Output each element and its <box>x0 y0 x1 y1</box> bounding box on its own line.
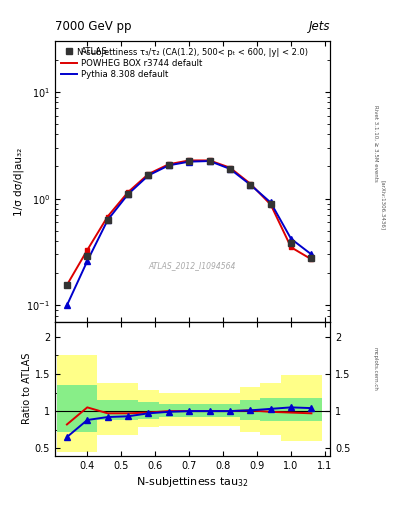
Text: ATLAS_2012_I1094564: ATLAS_2012_I1094564 <box>149 261 236 270</box>
POWHEG BOX r3744 default <box>126 189 130 195</box>
POWHEG BOX r3744 default <box>268 202 273 208</box>
ATLAS <box>146 173 151 179</box>
POWHEG BOX r3744 default <box>64 282 69 288</box>
Text: Jets: Jets <box>309 20 330 33</box>
POWHEG BOX r3744 default <box>248 181 253 187</box>
ATLAS <box>64 282 69 288</box>
ATLAS <box>268 200 273 206</box>
POWHEG BOX r3744 default <box>85 247 90 253</box>
Pythia 8.308 default <box>187 159 191 165</box>
Text: Rivet 3.1.10, ≥ 3.5M events: Rivet 3.1.10, ≥ 3.5M events <box>373 105 378 182</box>
ATLAS <box>105 217 110 223</box>
Line: Pythia 8.308 default: Pythia 8.308 default <box>67 161 311 305</box>
POWHEG BOX r3744 default <box>228 164 232 170</box>
Line: POWHEG BOX r3744 default: POWHEG BOX r3744 default <box>67 160 311 285</box>
Pythia 8.308 default <box>85 258 90 264</box>
Pythia 8.308 default <box>207 158 212 164</box>
Pythia 8.308 default <box>268 199 273 205</box>
POWHEG BOX r3744 default <box>187 157 191 163</box>
POWHEG BOX r3744 default <box>167 161 171 167</box>
POWHEG BOX r3744 default <box>309 256 314 262</box>
POWHEG BOX r3744 default <box>207 157 212 163</box>
Legend: ATLAS, POWHEG BOX r3744 default, Pythia 8.308 default: ATLAS, POWHEG BOX r3744 default, Pythia … <box>59 45 204 81</box>
Pythia 8.308 default <box>105 217 110 223</box>
ATLAS <box>248 182 253 188</box>
ATLAS <box>167 162 171 168</box>
Pythia 8.308 default <box>146 173 151 179</box>
Y-axis label: 1/σ dσ/d|au₃₂: 1/σ dσ/d|au₃₂ <box>13 147 24 216</box>
Pythia 8.308 default <box>309 251 314 258</box>
Pythia 8.308 default <box>126 191 130 197</box>
Pythia 8.308 default <box>289 236 294 242</box>
Text: 7000 GeV pp: 7000 GeV pp <box>55 20 132 33</box>
POWHEG BOX r3744 default <box>146 171 151 177</box>
POWHEG BOX r3744 default <box>105 214 110 220</box>
POWHEG BOX r3744 default <box>289 244 294 250</box>
Pythia 8.308 default <box>167 162 171 168</box>
Pythia 8.308 default <box>64 302 69 308</box>
Pythia 8.308 default <box>228 166 232 172</box>
Text: [arXiv:1306.3436]: [arXiv:1306.3436] <box>381 180 386 230</box>
Y-axis label: Ratio to ATLAS: Ratio to ATLAS <box>22 353 32 424</box>
ATLAS <box>289 241 294 247</box>
X-axis label: N-subjettiness tau$_{\mathregular{32}}$: N-subjettiness tau$_{\mathregular{32}}$ <box>136 475 249 489</box>
ATLAS <box>228 166 232 172</box>
Text: mcplots.cern.ch: mcplots.cern.ch <box>373 347 378 391</box>
Pythia 8.308 default <box>248 182 253 188</box>
Line: ATLAS: ATLAS <box>64 158 314 288</box>
ATLAS <box>309 254 314 261</box>
ATLAS <box>207 158 212 164</box>
ATLAS <box>85 253 90 259</box>
ATLAS <box>187 158 191 164</box>
ATLAS <box>126 191 130 197</box>
Text: N-subjettiness τ₃/τ₂ (CA(1.2), 500< pₜ < 600, |y| < 2.0): N-subjettiness τ₃/τ₂ (CA(1.2), 500< pₜ <… <box>77 48 308 57</box>
